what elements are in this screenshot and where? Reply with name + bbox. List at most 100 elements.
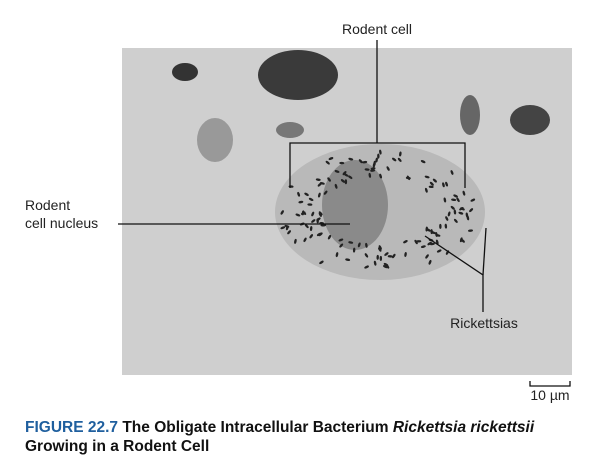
bacterium: [429, 181, 434, 186]
cell-nucleus: [322, 160, 388, 250]
bacterium: [379, 149, 382, 155]
bacterium: [458, 211, 464, 215]
bacterium: [280, 226, 286, 230]
bacterium: [294, 238, 297, 244]
figure-number: FIGURE 22.7: [25, 419, 119, 436]
bacterium: [378, 245, 382, 250]
bacterium: [428, 259, 432, 265]
bacterium: [342, 171, 347, 176]
bacterium: [470, 198, 476, 202]
bacterium: [358, 159, 363, 164]
bacterium: [439, 223, 442, 229]
bacterium: [469, 208, 474, 213]
label: Rodent: [25, 197, 70, 213]
bacterium: [428, 185, 434, 189]
bacterium: [340, 179, 346, 183]
bacterium: [426, 228, 431, 232]
bacterium: [319, 182, 325, 185]
bacterium: [315, 178, 321, 181]
bacterium: [451, 198, 457, 202]
bacterium: [392, 253, 396, 259]
bacterium: [416, 240, 422, 243]
scale-bar: [529, 381, 571, 387]
bacterium: [348, 175, 353, 179]
caption-text: The Obligate Intracellular Bacterium: [122, 419, 389, 436]
bacterium: [379, 173, 382, 179]
bacterium: [339, 243, 344, 248]
bacterium: [425, 254, 429, 259]
dark-cell: [258, 50, 338, 100]
bacterium: [445, 216, 449, 221]
leader-line: [482, 227, 487, 276]
bacterium: [373, 160, 376, 166]
bacterium: [420, 245, 426, 248]
bacterium: [304, 192, 309, 196]
bacterium: [370, 167, 376, 170]
bacterium: [466, 215, 470, 221]
bacterium: [404, 252, 407, 257]
bacterium: [379, 255, 383, 261]
bacterium: [298, 200, 304, 204]
bacterium: [403, 240, 408, 244]
bacterium: [338, 238, 344, 242]
bacterium: [427, 241, 432, 246]
bacterium: [364, 253, 369, 258]
bacterium: [432, 178, 437, 183]
bacterium: [301, 210, 305, 216]
bacterium: [373, 260, 377, 266]
bacterium: [316, 232, 322, 237]
bacterium: [348, 241, 354, 244]
bacterium: [375, 157, 378, 163]
bacterium: [321, 224, 327, 227]
bacterium: [311, 219, 316, 223]
label: Rickettsias: [450, 315, 518, 331]
bacterium: [450, 170, 454, 175]
bacterium: [365, 242, 368, 248]
bacterium: [352, 247, 356, 253]
cell: [276, 122, 304, 138]
cell: [197, 118, 233, 162]
bacterium: [311, 211, 315, 217]
bacterium: [376, 254, 379, 260]
bacterium: [399, 151, 402, 157]
bacterium: [319, 260, 324, 265]
bacterium: [325, 160, 330, 165]
bacterium: [450, 205, 455, 210]
bacterium: [327, 234, 332, 240]
bacterium: [345, 258, 351, 261]
bacterium: [414, 239, 418, 245]
bacterium: [368, 172, 372, 178]
bacterium: [386, 166, 390, 171]
bacterium: [406, 175, 411, 181]
bacterium: [318, 192, 321, 198]
bacterium: [335, 252, 339, 258]
bacterium: [297, 191, 301, 197]
bacterium: [280, 210, 284, 215]
bacterium: [447, 211, 451, 217]
bacterium: [453, 209, 457, 215]
bacterium: [378, 247, 382, 252]
bacterium: [284, 224, 290, 228]
bacterium: [420, 160, 426, 164]
bacterium: [442, 182, 445, 188]
caption-text: Growing in a Rodent Cell: [25, 438, 210, 455]
bacterium: [384, 252, 389, 256]
bacterium: [454, 218, 458, 223]
dark-cell: [460, 95, 480, 135]
label: Rodent cell: [342, 21, 412, 37]
leader-lines: [118, 40, 571, 387]
figure: Rodent cell Rodent cell nucleus Ricketts…: [25, 21, 572, 403]
bacterium: [460, 207, 465, 211]
bacterium: [328, 157, 334, 160]
bacterium: [364, 265, 369, 269]
dark-cell: [172, 63, 198, 81]
bacterium: [456, 197, 460, 203]
bacterium: [334, 170, 340, 173]
bacterium: [430, 231, 436, 235]
bacterium: [385, 264, 390, 269]
bacterium: [318, 212, 322, 217]
bacterium: [436, 249, 442, 253]
micrograph-details: [172, 50, 550, 280]
bacterium: [309, 234, 313, 239]
bacterium: [295, 213, 301, 217]
